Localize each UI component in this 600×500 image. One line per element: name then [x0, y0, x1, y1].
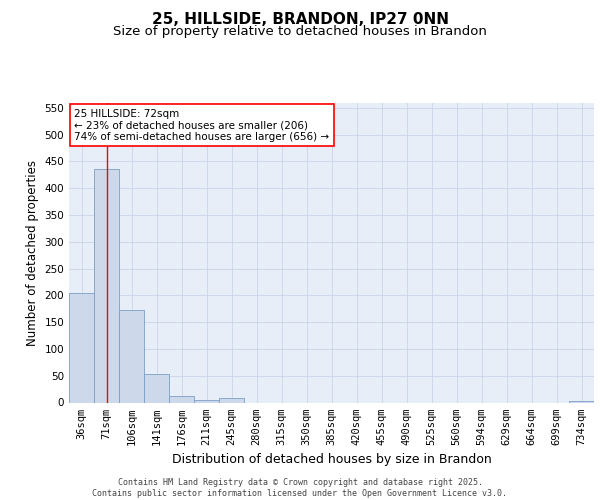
- Text: 25, HILLSIDE, BRANDON, IP27 0NN: 25, HILLSIDE, BRANDON, IP27 0NN: [151, 12, 449, 28]
- Bar: [219, 398, 244, 402]
- Bar: [94, 170, 119, 402]
- Bar: [569, 401, 594, 402]
- Text: Contains HM Land Registry data © Crown copyright and database right 2025.
Contai: Contains HM Land Registry data © Crown c…: [92, 478, 508, 498]
- X-axis label: Distribution of detached houses by size in Brandon: Distribution of detached houses by size …: [172, 453, 491, 466]
- Bar: [119, 310, 144, 402]
- Bar: [194, 400, 219, 402]
- Y-axis label: Number of detached properties: Number of detached properties: [26, 160, 39, 346]
- Bar: [144, 374, 169, 402]
- Bar: [69, 292, 94, 403]
- Text: Size of property relative to detached houses in Brandon: Size of property relative to detached ho…: [113, 25, 487, 38]
- Text: 25 HILLSIDE: 72sqm
← 23% of detached houses are smaller (206)
74% of semi-detach: 25 HILLSIDE: 72sqm ← 23% of detached hou…: [74, 108, 329, 142]
- Bar: [169, 396, 194, 402]
